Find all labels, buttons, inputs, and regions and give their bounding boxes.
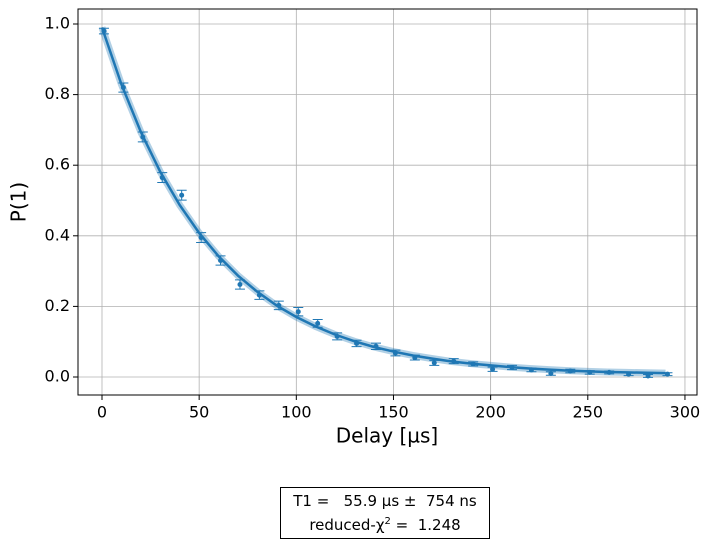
x-tick-label: 0: [97, 403, 107, 422]
data-point: [645, 373, 651, 379]
data-point: [256, 292, 262, 298]
data-point: [626, 371, 632, 377]
data-point: [528, 367, 534, 373]
data-point: [354, 340, 360, 346]
annotation-text: reduced-χ: [309, 516, 385, 534]
data-point: [373, 343, 379, 349]
data-point: [159, 175, 165, 181]
data-point: [198, 235, 204, 241]
x-tick-label: 300: [670, 403, 701, 422]
y-tick-label: 0.8: [45, 84, 70, 103]
data-point: [451, 358, 457, 364]
x-tick-label: 50: [189, 403, 209, 422]
x-tick-label: 100: [281, 403, 312, 422]
x-tick-label: 200: [475, 403, 506, 422]
data-point: [587, 369, 593, 375]
data-point: [470, 361, 476, 367]
plot-frame: [77, 8, 698, 396]
y-tick-label: 0.0: [45, 366, 70, 385]
data-point: [664, 371, 670, 377]
data-point: [276, 302, 282, 308]
chart: Delay [µs] P(1) 0 50 100 150 200 250 300 0.0 0.2…: [7, 8, 701, 448]
data-point: [567, 368, 573, 374]
y-tick-label: 1.0: [45, 14, 70, 33]
x-tick-label: 150: [378, 403, 409, 422]
data-point: [120, 85, 126, 91]
data-point: [315, 320, 321, 326]
y-axis-label: P(1): [7, 182, 31, 222]
data-point: [490, 366, 496, 372]
data-point: [509, 364, 515, 370]
data-point: [295, 309, 301, 315]
x-axis-label: Delay [µs]: [336, 424, 438, 448]
data-point: [392, 350, 398, 356]
data-point: [431, 360, 437, 366]
data-point: [101, 28, 107, 34]
annotation-sup: 2: [384, 516, 391, 527]
y-tick-label: 0.4: [45, 225, 70, 244]
annotation-line: T1 = 55.9 µs ± 754 ns: [293, 492, 477, 510]
data-point: [140, 134, 146, 140]
data-point: [606, 369, 612, 375]
data-point: [334, 333, 340, 339]
x-tick-label: 250: [573, 403, 604, 422]
data-point: [412, 355, 418, 361]
data-point: [237, 282, 243, 288]
y-tick-label: 0.2: [45, 296, 70, 315]
annotation-text: = 1.248: [390, 516, 461, 534]
y-tick-label: 0.6: [45, 155, 70, 174]
annotation-box: T1 = 55.9 µs ± 754 ns reduced-χ2 = 1.248: [280, 487, 490, 539]
data-point: [548, 370, 554, 376]
data-point: [179, 192, 185, 198]
data-point: [218, 258, 224, 264]
